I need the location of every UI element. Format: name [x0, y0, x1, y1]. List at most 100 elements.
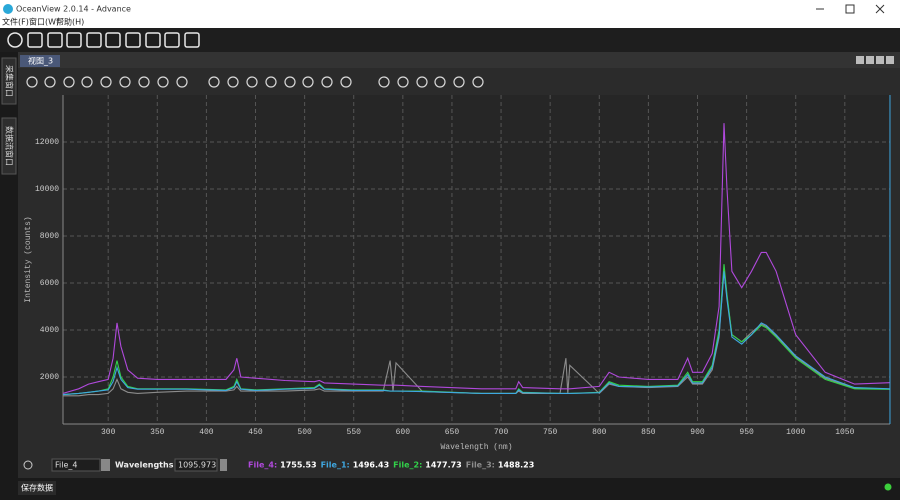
readout-name: File_2: — [393, 461, 422, 470]
chart-tool-button[interactable] — [302, 76, 314, 88]
window-title: OceanView 2.0.14 - Advance — [16, 5, 131, 14]
chart-tool-button[interactable] — [81, 76, 93, 88]
app-icon — [3, 4, 13, 14]
chart-tool-button[interactable] — [119, 76, 131, 88]
status-indicator — [884, 483, 892, 491]
x-tick-label: 600 — [396, 428, 411, 437]
chart-tool-button[interactable] — [265, 76, 277, 88]
wavelength-value[interactable]: 1095.973 — [178, 461, 216, 470]
chart-tool-button[interactable] — [416, 76, 428, 88]
toolbar-button[interactable] — [184, 32, 200, 48]
readout-name: File_3: — [466, 461, 495, 470]
chart-tool-button[interactable] — [434, 76, 446, 88]
chart-tool-button[interactable] — [63, 76, 75, 88]
select-arrow[interactable] — [101, 459, 110, 471]
maximize-button[interactable] — [845, 4, 855, 14]
menu-item[interactable]: 帮助(H) — [56, 17, 84, 27]
toolbar-button[interactable] — [145, 32, 161, 48]
chart-tool-button[interactable] — [208, 76, 220, 88]
series-select[interactable] — [51, 458, 101, 472]
toolbar-button[interactable] — [7, 32, 23, 48]
plot-area — [63, 95, 890, 424]
chart-tool-button[interactable] — [321, 76, 333, 88]
x-tick-label: 950 — [739, 428, 754, 437]
y-tick-label: 10000 — [35, 185, 59, 194]
chart-tool-button[interactable] — [26, 76, 38, 88]
save-button-label[interactable]: 保存数据 — [21, 483, 53, 493]
series-line — [62, 271, 891, 396]
chart-tool-button[interactable] — [397, 76, 409, 88]
series-select-value[interactable]: File_4 — [55, 461, 77, 470]
wavelength-label: Wavelengths (nm) — [115, 461, 198, 470]
panel-button[interactable] — [886, 56, 894, 64]
readout-value: 1755.53 — [280, 461, 316, 470]
x-tick-label: 300 — [101, 428, 116, 437]
chart-tool-button[interactable] — [340, 76, 352, 88]
toolbar-button[interactable] — [125, 32, 141, 48]
toolbar-button[interactable] — [27, 32, 43, 48]
spinner[interactable] — [220, 459, 227, 471]
x-tick-label: 400 — [199, 428, 214, 437]
series-line — [62, 123, 891, 394]
main-toolbar — [0, 28, 900, 52]
tab[interactable] — [20, 55, 60, 67]
x-tick-label: 550 — [347, 428, 362, 437]
y-axis-label: Intensity (counts) — [24, 216, 33, 302]
toolbar-button[interactable] — [47, 32, 63, 48]
wavelength-input[interactable] — [174, 458, 218, 472]
x-axis-label: Wavelength (nm) — [440, 443, 512, 452]
chart-tool-button[interactable] — [100, 76, 112, 88]
side-strip — [0, 52, 18, 478]
x-tick-label: 450 — [248, 428, 263, 437]
chart-tool-button[interactable] — [284, 76, 296, 88]
x-tick-label: 750 — [543, 428, 558, 437]
x-tick-label: 350 — [150, 428, 165, 437]
y-tick-label: 4000 — [40, 326, 59, 335]
side-tab[interactable] — [1, 117, 17, 175]
clear-cursor-button[interactable] — [23, 460, 33, 470]
menu-item[interactable]: 窗口(W) — [29, 17, 59, 27]
tab-row — [18, 52, 900, 68]
x-tick-label: 800 — [592, 428, 607, 437]
chart-tool-button[interactable] — [138, 76, 150, 88]
chart-tool-button[interactable] — [246, 76, 258, 88]
chart-tool-button[interactable] — [157, 76, 169, 88]
x-tick-label: 900 — [690, 428, 705, 437]
toolbar-button[interactable] — [66, 32, 82, 48]
panel-button[interactable] — [866, 56, 874, 64]
chart-tool-button[interactable] — [378, 76, 390, 88]
chart-tool-button[interactable] — [227, 76, 239, 88]
close-button[interactable] — [875, 4, 885, 14]
title-bar — [0, 0, 900, 28]
x-tick-label: 1050 — [835, 428, 854, 437]
toolbar-button[interactable] — [164, 32, 180, 48]
panel-button[interactable] — [856, 56, 864, 64]
toolbar-button[interactable] — [86, 32, 102, 48]
chart-tool-button[interactable] — [176, 76, 188, 88]
tab-label[interactable]: 视图_3 — [28, 56, 53, 66]
side-tab[interactable] — [1, 57, 17, 105]
y-tick-label: 6000 — [40, 279, 59, 288]
chart-tool-button[interactable] — [472, 76, 484, 88]
readout-value: 1477.73 — [425, 461, 461, 470]
readout-value: 1496.43 — [353, 461, 389, 470]
menu-item[interactable]: 文件(F) — [2, 17, 29, 27]
readout-name: File_1: — [321, 461, 350, 470]
y-tick-label: 8000 — [40, 232, 59, 241]
chart-tool-button[interactable] — [453, 76, 465, 88]
x-tick-label: 650 — [445, 428, 460, 437]
side-tab-label[interactable]: 采集窗口 — [5, 65, 15, 97]
y-tick-label: 2000 — [40, 373, 59, 382]
readout-value: 1488.23 — [498, 461, 534, 470]
side-tab-label[interactable]: 数据流窗口 — [5, 126, 15, 166]
save-button[interactable] — [18, 481, 56, 495]
panel-button[interactable] — [876, 56, 884, 64]
toolbar-button[interactable] — [105, 32, 121, 48]
x-tick-label: 500 — [297, 428, 312, 437]
x-tick-label: 1000 — [786, 428, 805, 437]
status-bar — [0, 478, 900, 500]
x-tick-label: 850 — [641, 428, 656, 437]
y-tick-label: 12000 — [35, 138, 59, 147]
chart-tool-button[interactable] — [44, 76, 56, 88]
